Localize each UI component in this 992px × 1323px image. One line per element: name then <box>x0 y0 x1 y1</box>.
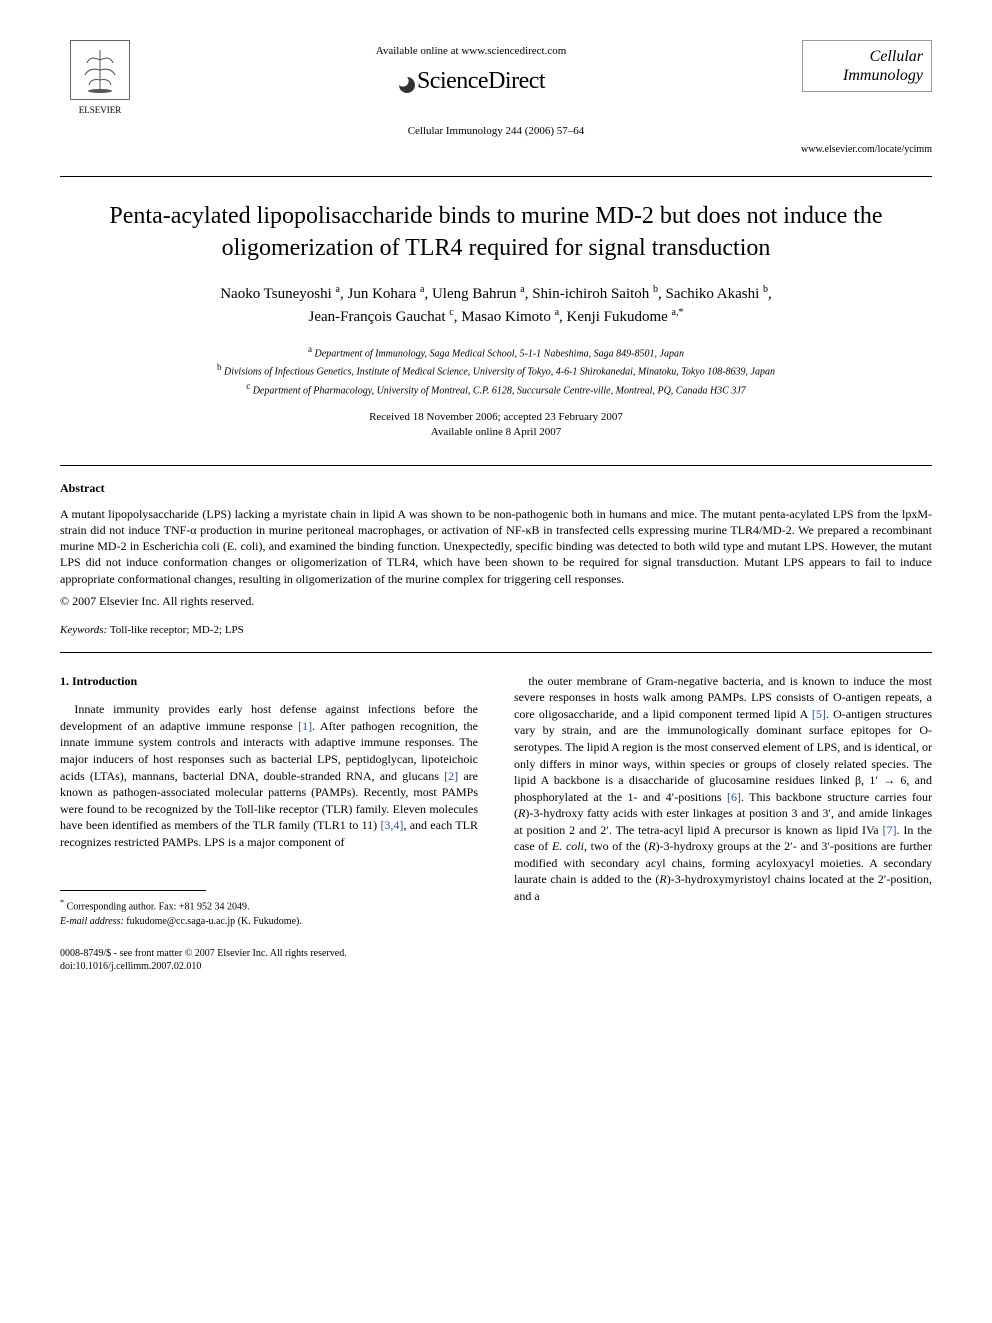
abstract-body: A mutant lipopolysaccharide (LPS) lackin… <box>60 506 932 587</box>
elsevier-label: ELSEVIER <box>60 104 140 116</box>
affiliation-b: Divisions of Infectious Genetics, Instit… <box>224 367 775 378</box>
sciencedirect-logo: ScienceDirect <box>140 65 802 97</box>
keywords-text: Toll-like receptor; MD-2; LPS <box>110 624 244 636</box>
author: Uleng Bahrun a <box>432 286 525 302</box>
journal-title-box: Cellular Immunology <box>802 40 932 92</box>
body-columns: 1. Introduction Innate immunity provides… <box>60 673 932 973</box>
sciencedirect-swirl-icon <box>397 72 417 92</box>
right-column: the outer membrane of Gram-negative bact… <box>514 673 932 973</box>
header-rule <box>60 176 932 177</box>
abstract-copyright: © 2007 Elsevier Inc. All rights reserved… <box>60 593 932 609</box>
ref-link[interactable]: [2] <box>444 769 458 783</box>
footnotes: * Corresponding author. Fax: +81 952 34 … <box>60 897 478 928</box>
author: Kenji Fukudome a,* <box>567 309 684 325</box>
abstract-top-rule <box>60 465 932 466</box>
author: Jun Kohara a <box>348 286 425 302</box>
publication-dates: Received 18 November 2006; accepted 23 F… <box>60 410 932 441</box>
received-accepted: Received 18 November 2006; accepted 23 F… <box>60 410 932 425</box>
corresponding-author-note: * Corresponding author. Fax: +81 952 34 … <box>60 897 478 914</box>
email-note: E-mail address: fukudome@cc.saga-u.ac.jp… <box>60 915 478 929</box>
affiliation-a: Department of Immunology, Saga Medical S… <box>315 348 684 359</box>
ref-link[interactable]: [5] <box>812 707 826 721</box>
center-header: Available online at www.sciencedirect.co… <box>140 40 802 97</box>
footnote-separator <box>60 890 206 891</box>
page-header: ELSEVIER Available online at www.science… <box>60 40 932 116</box>
sciencedirect-text: ScienceDirect <box>417 68 545 94</box>
footer-block: 0008-8749/$ - see front matter © 2007 El… <box>60 947 478 973</box>
author: Jean-François Gauchat c <box>309 309 454 325</box>
abstract-bottom-rule <box>60 652 932 653</box>
keywords-label: Keywords: <box>60 624 107 636</box>
keywords-line: Keywords: Toll-like receptor; MD-2; LPS <box>60 623 932 638</box>
ref-link[interactable]: [6] <box>727 790 741 804</box>
journal-reference: Cellular Immunology 244 (2006) 57–64 <box>60 124 932 139</box>
ref-link[interactable]: [3,4] <box>380 818 403 832</box>
author: Masao Kimoto a <box>461 309 559 325</box>
elsevier-logo: ELSEVIER <box>60 40 140 116</box>
left-column: 1. Introduction Innate immunity provides… <box>60 673 478 973</box>
journal-url[interactable]: www.elsevier.com/locate/ycimm <box>60 143 932 157</box>
journal-box-line2: Immunology <box>811 66 923 85</box>
corresponding-email[interactable]: fukudome@cc.saga-u.ac.jp <box>126 916 235 927</box>
intro-heading: 1. Introduction <box>60 673 478 690</box>
available-online-text: Available online at www.sciencedirect.co… <box>140 44 802 59</box>
doi-line: doi:10.1016/j.cellimm.2007.02.010 <box>60 960 478 973</box>
author: Shin-ichiroh Saitoh b <box>532 286 658 302</box>
affiliations: a Department of Immunology, Saga Medical… <box>60 343 932 398</box>
ref-link[interactable]: [7] <box>883 823 897 837</box>
abstract-heading: Abstract <box>60 480 932 496</box>
available-online-date: Available online 8 April 2007 <box>60 425 932 440</box>
elsevier-tree-icon <box>70 40 130 100</box>
intro-paragraph-right: the outer membrane of Gram-negative bact… <box>514 673 932 905</box>
affiliation-c: Department of Pharmacology, University o… <box>253 385 746 396</box>
issn-line: 0008-8749/$ - see front matter © 2007 El… <box>60 947 478 960</box>
ref-link[interactable]: [1] <box>298 719 312 733</box>
author: Naoko Tsuneyoshi a <box>220 286 340 302</box>
author-list: Naoko Tsuneyoshi a, Jun Kohara a, Uleng … <box>60 282 932 329</box>
journal-box-line1: Cellular <box>811 47 923 66</box>
article-title: Penta-acylated lipopolisaccharide binds … <box>60 201 932 263</box>
intro-paragraph-left: Innate immunity provides early host defe… <box>60 701 478 850</box>
author: Sachiko Akashi b <box>666 286 769 302</box>
